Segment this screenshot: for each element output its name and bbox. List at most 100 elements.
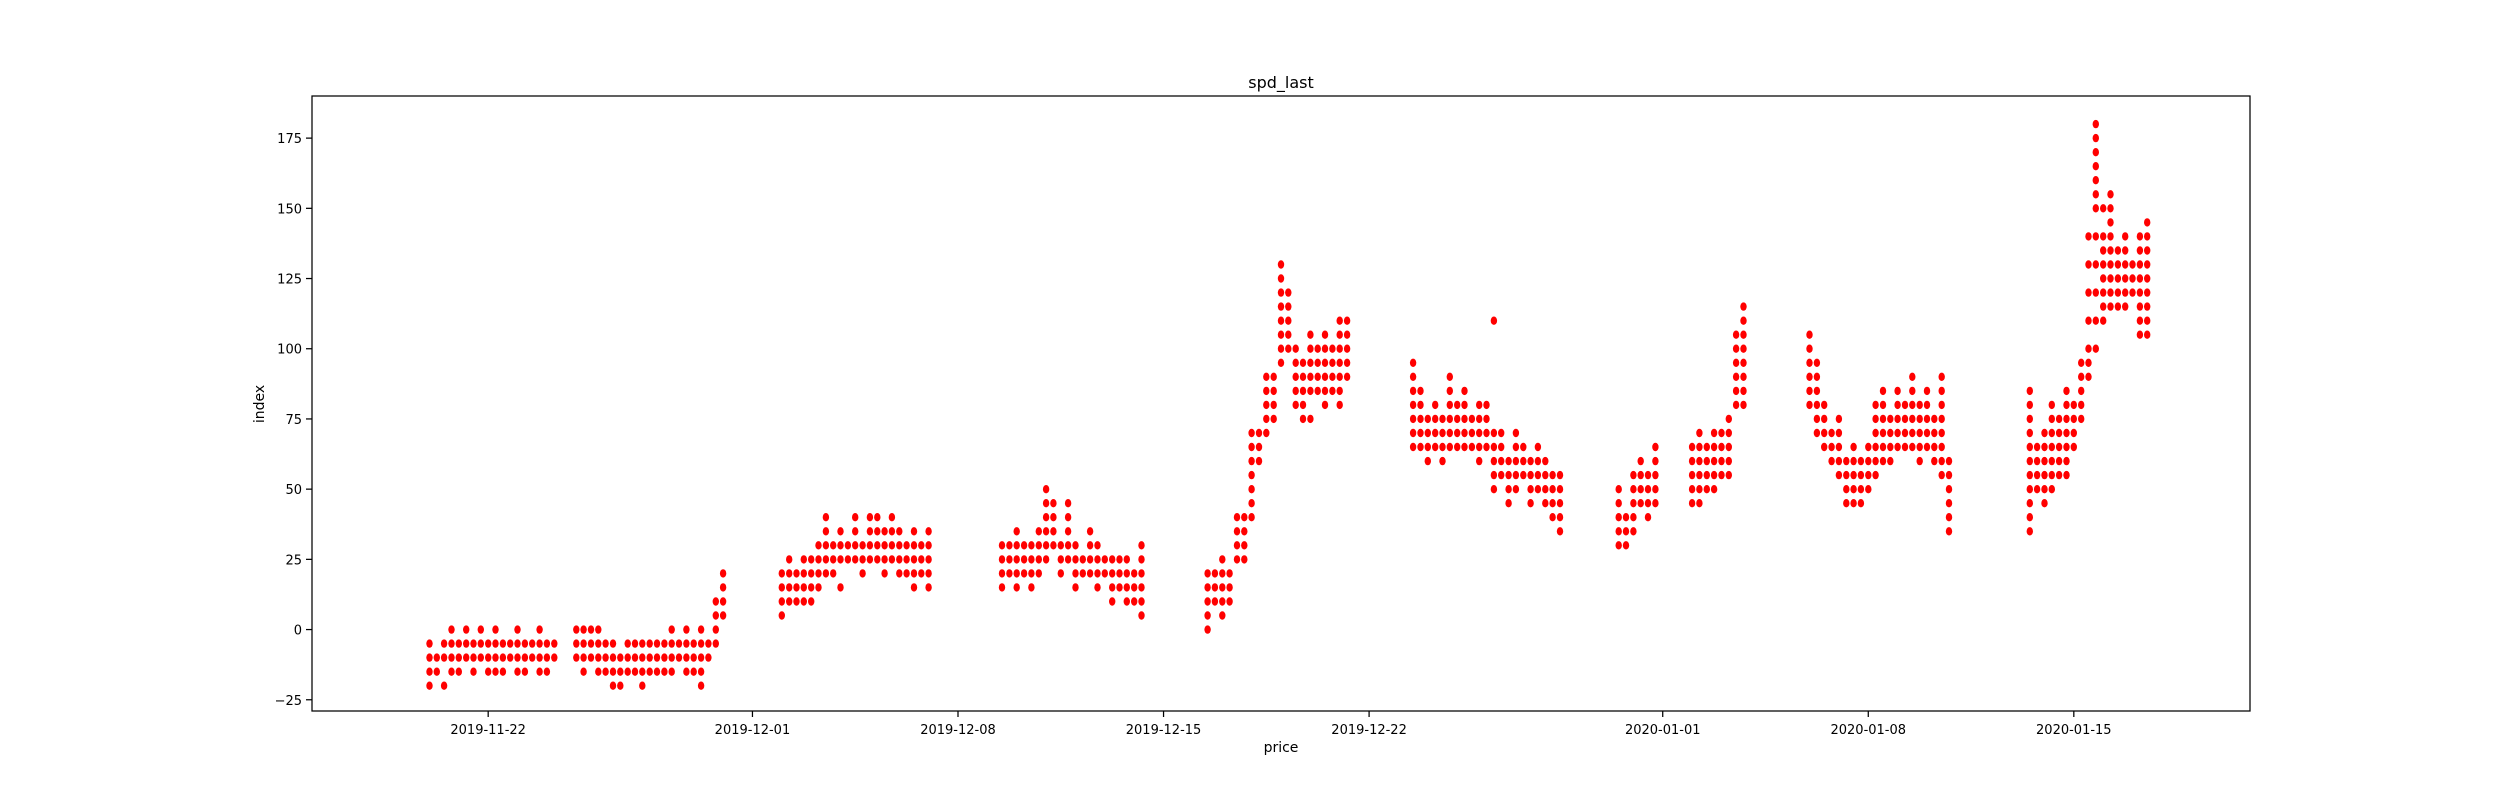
data-point <box>2107 190 2114 199</box>
data-point <box>2085 372 2092 381</box>
data-point <box>1696 442 1703 452</box>
data-point <box>690 653 697 662</box>
data-point <box>1432 428 1439 438</box>
data-point <box>463 653 470 662</box>
data-point <box>624 653 631 662</box>
data-point <box>2041 428 2048 438</box>
data-point <box>639 681 646 690</box>
data-point <box>1732 400 1740 410</box>
data-point <box>1042 499 1050 508</box>
data-point <box>1343 330 1351 339</box>
data-point <box>778 597 785 606</box>
data-point <box>786 597 793 606</box>
data-point <box>2048 428 2055 438</box>
data-point <box>1938 456 1945 466</box>
data-point <box>1945 513 1953 522</box>
data-point <box>808 583 815 592</box>
data-point <box>470 667 477 676</box>
data-point <box>1483 428 1490 438</box>
data-point <box>1821 442 1828 452</box>
data-point <box>1556 499 1564 508</box>
data-point <box>1630 499 1637 508</box>
data-point <box>1718 442 1725 452</box>
data-point <box>455 639 462 648</box>
data-point <box>1938 386 1945 396</box>
data-point <box>1064 527 1072 536</box>
data-point <box>1806 372 1813 381</box>
data-point <box>1446 400 1454 410</box>
data-point <box>2085 232 2092 241</box>
x-tick-label: 2019-12-01 <box>715 723 791 738</box>
data-point <box>1718 456 1725 466</box>
data-point <box>1204 583 1211 592</box>
data-point <box>1512 442 1520 452</box>
data-point <box>2136 316 2144 325</box>
data-point <box>793 569 800 578</box>
data-point <box>1314 344 1321 353</box>
data-point <box>1879 456 1887 466</box>
x-axis-label: price <box>1264 740 1299 756</box>
data-point <box>1740 316 1747 325</box>
data-point <box>719 611 727 620</box>
data-point <box>697 681 705 690</box>
data-point <box>1233 513 1241 522</box>
data-point <box>514 653 521 662</box>
data-point <box>697 639 705 648</box>
data-point <box>1483 442 1490 452</box>
data-point <box>1343 358 1351 367</box>
data-point <box>1329 386 1336 396</box>
data-point <box>661 639 668 648</box>
data-point <box>2107 204 2114 213</box>
data-point <box>1461 400 1468 410</box>
data-point <box>1270 386 1277 396</box>
data-point <box>1512 456 1520 466</box>
data-point <box>1116 555 1123 564</box>
data-point <box>1718 470 1725 480</box>
data-point <box>2041 442 2048 452</box>
data-point <box>910 555 918 564</box>
data-point <box>675 653 683 662</box>
data-point <box>2085 358 2092 367</box>
data-point <box>1123 597 1131 606</box>
data-point <box>1028 569 1035 578</box>
data-point <box>815 541 822 550</box>
data-point <box>2055 456 2063 466</box>
data-point <box>1732 358 1740 367</box>
data-point <box>1424 442 1432 452</box>
data-point <box>1321 386 1329 396</box>
data-point <box>1512 428 1520 438</box>
data-point <box>1835 456 1843 466</box>
data-point <box>1050 499 1057 508</box>
data-point <box>1138 569 1145 578</box>
data-point <box>925 527 932 536</box>
data-point <box>778 569 785 578</box>
y-tick-label: 150 <box>277 202 302 217</box>
data-point <box>690 639 697 648</box>
data-point <box>1710 442 1718 452</box>
data-point <box>1732 344 1740 353</box>
data-point <box>1732 372 1740 381</box>
data-point <box>1013 541 1020 550</box>
data-point <box>477 639 484 648</box>
data-point <box>1336 372 1343 381</box>
data-point <box>800 597 807 606</box>
data-point <box>1446 442 1454 452</box>
data-point <box>1887 456 1894 466</box>
data-point <box>1343 344 1351 353</box>
data-point <box>2122 232 2129 241</box>
data-point <box>521 667 529 676</box>
data-point <box>514 625 521 634</box>
data-point <box>712 611 719 620</box>
data-point <box>514 639 521 648</box>
data-point <box>1263 414 1270 424</box>
data-point <box>1013 555 1020 564</box>
data-point <box>822 569 830 578</box>
data-point <box>1865 442 1872 452</box>
data-point <box>1615 527 1622 536</box>
data-point <box>1020 569 1028 578</box>
data-point <box>683 625 690 634</box>
data-point <box>910 541 918 550</box>
data-point <box>1843 470 1850 480</box>
data-point <box>1923 400 1931 410</box>
data-point <box>1901 414 1909 424</box>
